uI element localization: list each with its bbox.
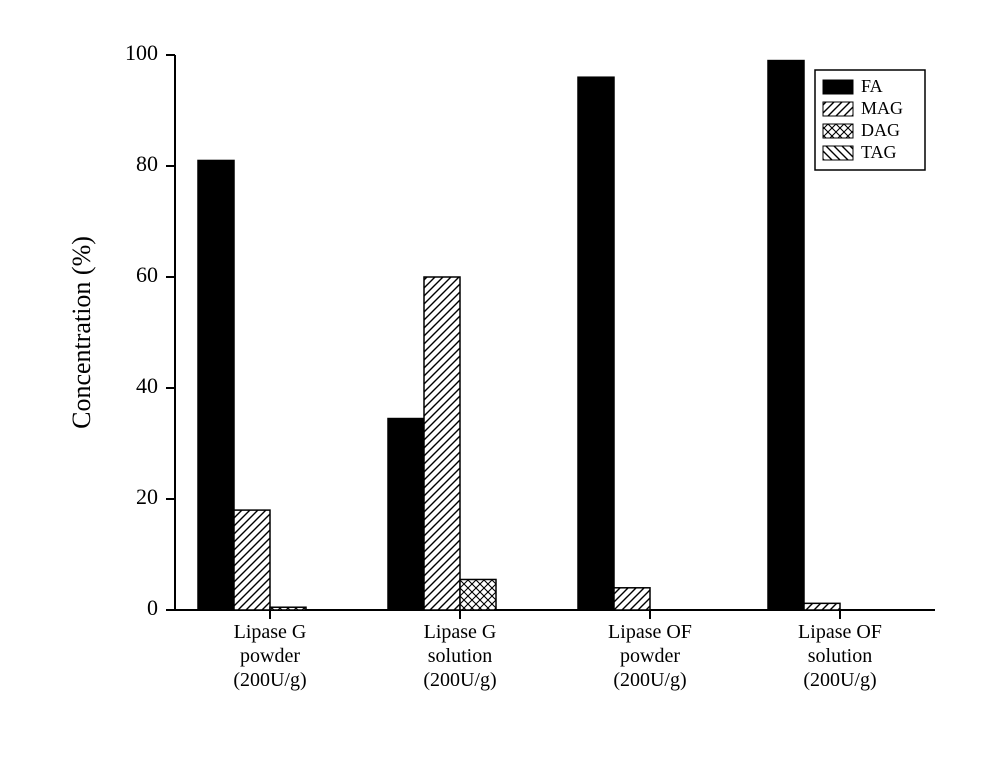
- y-axis-label: Concentration (%): [67, 236, 96, 429]
- legend-swatch: [823, 146, 853, 160]
- bar-mag: [234, 510, 270, 610]
- x-tick-label: (200U/g): [613, 669, 686, 691]
- legend-label: MAG: [861, 98, 903, 118]
- x-tick-label: powder: [620, 645, 680, 667]
- x-tick-label: Lipase G: [234, 621, 307, 643]
- legend-swatch: [823, 124, 853, 138]
- bar-dag: [460, 579, 496, 610]
- y-tick-label: 100: [125, 40, 158, 65]
- bar-mag: [804, 603, 840, 610]
- bar-fa: [198, 160, 234, 610]
- x-tick-label: Lipase OF: [798, 621, 882, 643]
- bar-fa: [768, 61, 804, 610]
- bar-mag: [424, 277, 460, 610]
- legend-label: TAG: [861, 142, 897, 162]
- legend-swatch: [823, 102, 853, 116]
- y-tick-label: 0: [147, 595, 158, 620]
- bar-fa: [388, 419, 424, 610]
- legend-label: FA: [861, 76, 883, 96]
- y-tick-label: 20: [136, 484, 158, 509]
- bar-dag: [270, 607, 306, 610]
- x-tick-label: (200U/g): [803, 669, 876, 691]
- y-tick-label: 80: [136, 151, 158, 176]
- legend-label: DAG: [861, 120, 900, 140]
- bar-fa: [578, 77, 614, 610]
- x-tick-label: (200U/g): [423, 669, 496, 691]
- legend-swatch: [823, 80, 853, 94]
- x-tick-label: Lipase G: [424, 621, 497, 643]
- bar-mag: [614, 588, 650, 610]
- x-tick-label: solution: [428, 645, 492, 667]
- x-tick-label: powder: [240, 645, 300, 667]
- concentration-bar-chart: 020406080100Concentration (%)Lipase Gpow…: [0, 0, 1003, 760]
- x-tick-label: solution: [808, 645, 872, 667]
- y-tick-label: 60: [136, 262, 158, 287]
- x-tick-label: Lipase OF: [608, 621, 692, 643]
- x-tick-label: (200U/g): [233, 669, 306, 691]
- y-tick-label: 40: [136, 373, 158, 398]
